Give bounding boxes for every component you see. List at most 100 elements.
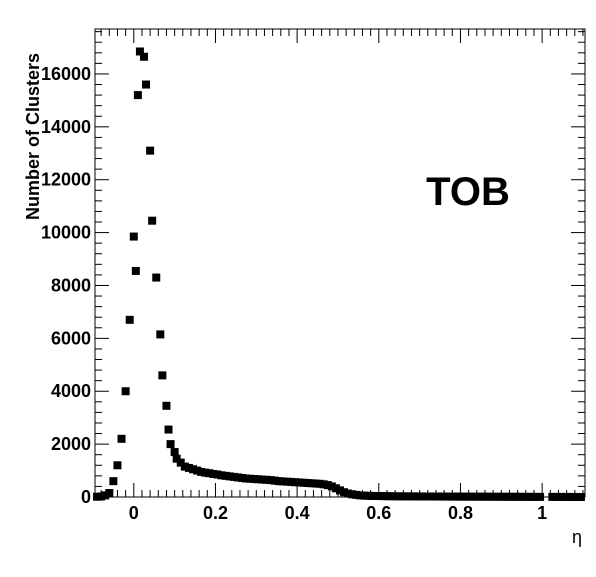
data-point bbox=[295, 478, 304, 487]
data-point bbox=[146, 146, 155, 155]
data-point bbox=[454, 492, 463, 501]
data-point bbox=[511, 492, 520, 501]
data-point bbox=[117, 434, 126, 443]
data-point bbox=[536, 492, 545, 501]
data-point bbox=[133, 91, 142, 100]
data-point bbox=[142, 80, 151, 89]
data-point bbox=[262, 475, 271, 484]
data-point bbox=[340, 488, 349, 497]
data-point bbox=[519, 492, 528, 501]
data-point bbox=[413, 492, 422, 501]
data-point bbox=[323, 481, 332, 490]
tob-annotation: TOB bbox=[426, 170, 510, 214]
data-point bbox=[356, 491, 365, 500]
data-point bbox=[503, 492, 512, 501]
data-point bbox=[197, 467, 206, 476]
y-tick-label: 14000 bbox=[41, 117, 91, 137]
data-point bbox=[421, 492, 430, 501]
data-point bbox=[158, 371, 167, 380]
data-point bbox=[109, 477, 118, 486]
data-point bbox=[129, 232, 138, 241]
data-point bbox=[466, 492, 475, 501]
data-point bbox=[548, 492, 557, 501]
data-point bbox=[568, 492, 577, 501]
data-point bbox=[434, 492, 442, 501]
data-point bbox=[93, 492, 102, 501]
data-point bbox=[478, 492, 487, 501]
data-point bbox=[527, 492, 536, 501]
data-point bbox=[425, 492, 434, 501]
data-point bbox=[131, 266, 140, 275]
data-point bbox=[205, 469, 214, 478]
data-point bbox=[409, 492, 418, 501]
data-point bbox=[552, 492, 561, 501]
x-tick-label: 0.6 bbox=[366, 503, 391, 523]
data-point bbox=[442, 492, 451, 501]
data-point bbox=[523, 492, 532, 501]
data-point bbox=[405, 492, 414, 501]
data-point bbox=[336, 486, 344, 495]
data-point bbox=[156, 330, 165, 339]
data-point bbox=[446, 492, 455, 501]
data-point bbox=[221, 471, 230, 480]
data-point bbox=[121, 387, 130, 396]
data-point bbox=[278, 477, 287, 486]
data-point bbox=[429, 492, 438, 501]
data-point bbox=[166, 440, 175, 449]
y-tick-label: 12000 bbox=[41, 170, 91, 190]
data-point bbox=[556, 492, 565, 501]
data-point bbox=[576, 492, 585, 501]
data-point bbox=[438, 492, 447, 501]
data-point bbox=[564, 492, 573, 501]
data-point bbox=[393, 492, 402, 501]
data-point bbox=[152, 273, 161, 282]
x-tick-label: 1 bbox=[537, 503, 547, 523]
data-point bbox=[352, 490, 361, 499]
data-point bbox=[368, 491, 377, 500]
data-point bbox=[238, 473, 246, 482]
data-point bbox=[291, 478, 300, 487]
data-point bbox=[499, 492, 508, 501]
data-point bbox=[532, 492, 540, 501]
data-point bbox=[487, 492, 496, 501]
data-point bbox=[380, 492, 389, 501]
data-point bbox=[495, 492, 504, 501]
data-point bbox=[233, 473, 242, 482]
data-point bbox=[315, 479, 324, 488]
data-point bbox=[303, 478, 312, 487]
data-point bbox=[376, 492, 385, 501]
data-point bbox=[97, 492, 106, 501]
data-point bbox=[397, 492, 406, 501]
data-point bbox=[274, 477, 283, 486]
data-point bbox=[385, 492, 393, 501]
data-point bbox=[401, 492, 410, 501]
data-point bbox=[246, 474, 255, 483]
y-tick-label: 8000 bbox=[51, 275, 91, 295]
data-point bbox=[180, 462, 189, 471]
y-tick-label: 10000 bbox=[41, 223, 91, 243]
data-point bbox=[172, 454, 181, 463]
data-point bbox=[348, 490, 357, 499]
x-axis-label: η bbox=[572, 527, 582, 547]
data-point bbox=[474, 492, 483, 501]
data-point bbox=[331, 484, 340, 493]
data-point bbox=[307, 479, 316, 488]
data-point bbox=[360, 491, 369, 500]
data-point bbox=[176, 458, 185, 467]
data-point bbox=[282, 477, 291, 486]
data-point bbox=[572, 492, 581, 501]
data-point bbox=[458, 492, 467, 501]
data-point bbox=[105, 489, 114, 498]
data-point bbox=[258, 475, 267, 484]
data-point bbox=[162, 401, 171, 410]
data-point bbox=[344, 489, 353, 498]
data-point bbox=[389, 492, 398, 501]
data-point bbox=[201, 468, 210, 477]
data-point bbox=[184, 463, 193, 472]
data-point bbox=[213, 470, 222, 479]
data-point bbox=[113, 461, 122, 470]
data-point bbox=[242, 474, 251, 483]
data-point bbox=[217, 471, 226, 480]
data-point bbox=[299, 478, 308, 487]
